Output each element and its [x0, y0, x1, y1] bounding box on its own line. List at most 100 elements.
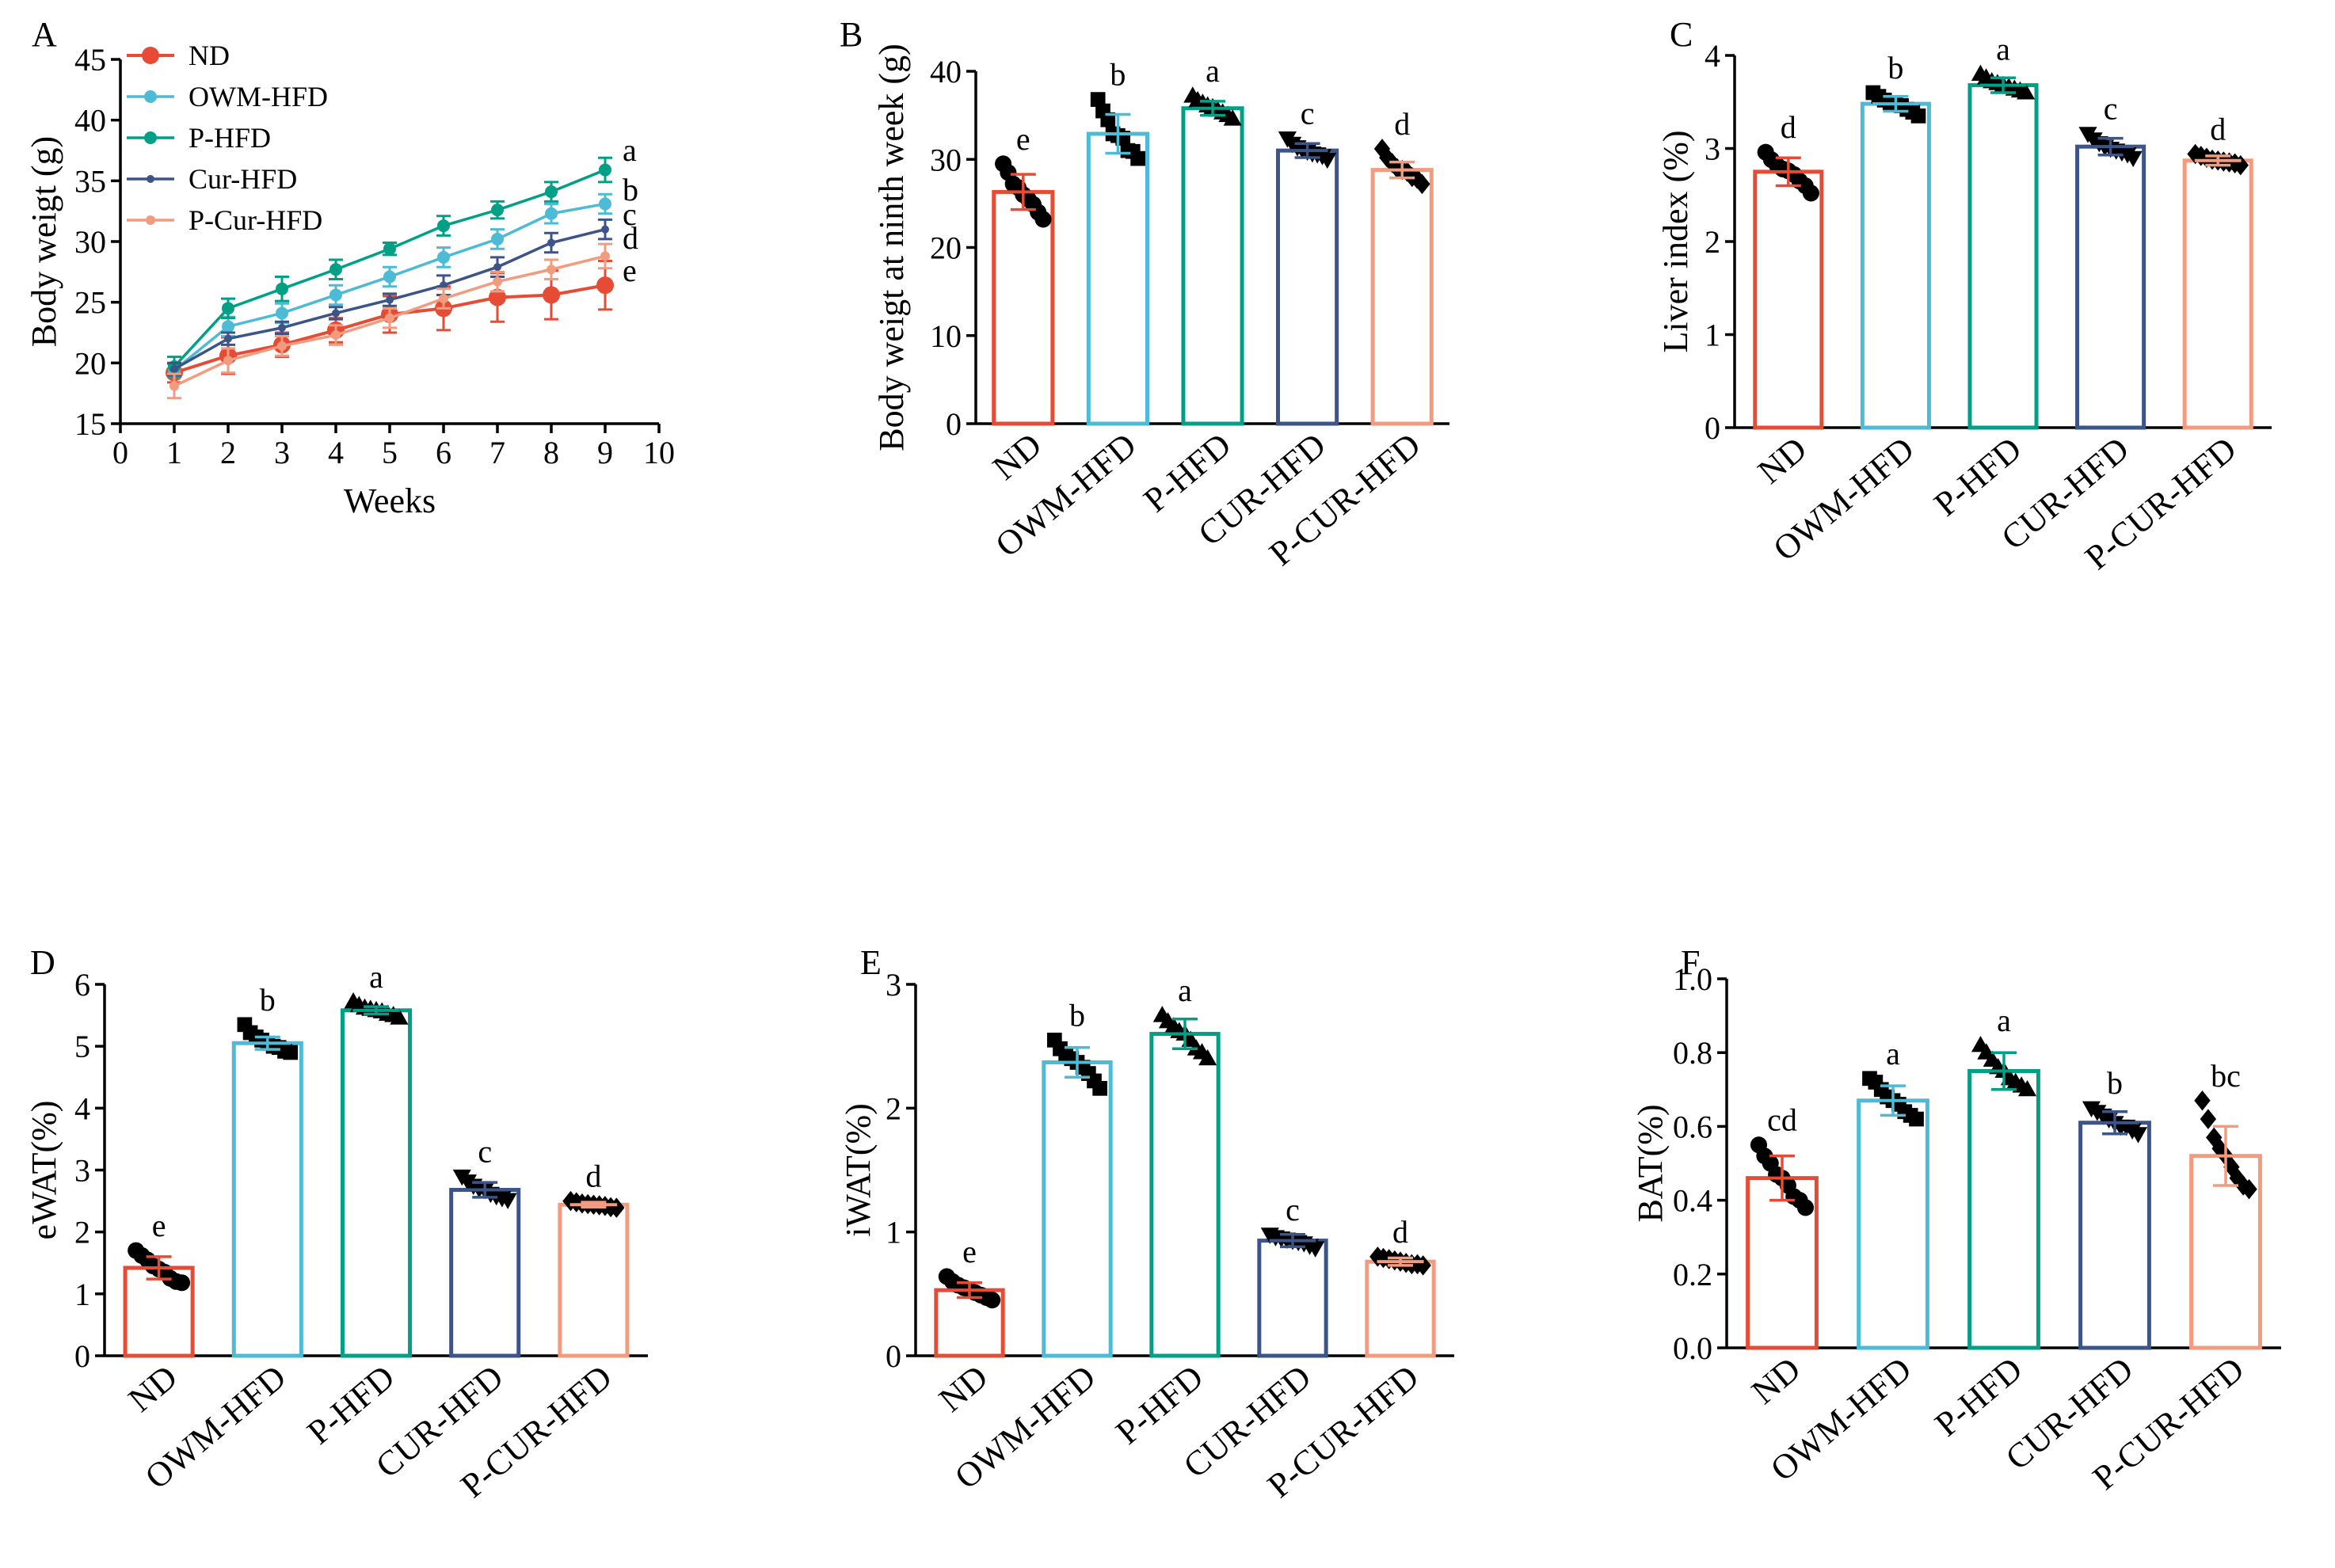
y-tick-label: 0.4 [1673, 1183, 1712, 1219]
y-tick-label: 30 [74, 224, 106, 260]
y-tick-label: 0.8 [1673, 1035, 1712, 1071]
data-point [2128, 1127, 2148, 1144]
data-point [1909, 1111, 1924, 1127]
significance-label: c [478, 1133, 492, 1169]
data-point [491, 232, 504, 245]
y-tick-label: 20 [930, 230, 962, 266]
y-tick-label: 5 [74, 1029, 90, 1064]
data-point [1090, 92, 1106, 107]
data-point [596, 276, 614, 295]
y-axis-title: Liver index (%) [1656, 131, 1695, 353]
significance-label: b [1887, 50, 1903, 86]
data-point [276, 282, 288, 295]
significance-label: b [1110, 57, 1126, 93]
significance-label: e [962, 1234, 977, 1269]
data-point [493, 263, 501, 272]
significance-label: c [2104, 91, 2118, 127]
bar-group-cur-hfd: c [2075, 91, 2146, 430]
x-tick-label: 0 [112, 435, 128, 470]
data-point [331, 330, 341, 341]
data-point [390, 1008, 409, 1025]
bar-group-p-hfd: a [340, 959, 413, 1358]
data-point [489, 288, 506, 306]
series-cur-hfd [167, 218, 612, 377]
bar [1086, 131, 1149, 426]
data-point [1910, 108, 1926, 124]
significance-label: c [1301, 96, 1315, 131]
y-tick-label: 0 [74, 1338, 90, 1374]
data-point [224, 334, 232, 343]
category-label: ND [931, 1357, 995, 1419]
significance-label: b [623, 172, 638, 207]
y-tick-label: 40 [74, 103, 106, 139]
y-tick-label: 2 [1705, 224, 1720, 260]
data-point [1092, 1080, 1108, 1096]
data-point [170, 381, 179, 391]
y-axis-title: BAT(%) [1631, 1104, 1670, 1222]
significance-label: d [623, 220, 638, 256]
y-tick-label: 1.0 [1673, 961, 1712, 997]
significance-label: b [260, 982, 276, 1018]
data-point [1373, 139, 1391, 159]
panel-label-b: B [840, 15, 863, 54]
significance-label: d [1392, 1214, 1408, 1250]
data-point [223, 356, 233, 366]
bar-group-nd: e [123, 1208, 195, 1358]
x-tick-label: 1 [166, 435, 182, 470]
bar-group-owm-hfd: b [231, 982, 303, 1358]
significance-label: e [1016, 121, 1030, 157]
significance-label: b [1069, 997, 1085, 1033]
data-point [1318, 152, 1337, 169]
series-p-cur-hfd [167, 242, 612, 400]
y-tick-label: 1 [1705, 318, 1720, 353]
significance-label: e [623, 253, 637, 288]
data-point [277, 341, 287, 351]
data-point [1100, 112, 1116, 127]
bar-group-p-cur-hfd: d [1370, 106, 1434, 426]
bar [1181, 106, 1244, 426]
data-point [493, 276, 502, 287]
significance-label: d [585, 1159, 601, 1194]
y-axis-title: Body weigt (g) [25, 136, 63, 347]
legend-marker [144, 131, 157, 144]
y-tick-label: 3 [74, 1153, 90, 1189]
data-point [2017, 83, 2036, 100]
category-label: P-HFD [1927, 429, 2029, 523]
x-tick-label: 7 [489, 435, 505, 470]
data-point [440, 281, 448, 290]
y-tick-label: 0 [946, 406, 962, 442]
data-point [547, 238, 555, 247]
significance-label: cd [1767, 1102, 1797, 1138]
y-tick-label: 1 [886, 1215, 901, 1250]
category-label: ND [1744, 1349, 1807, 1411]
bar-group-nd: e [992, 121, 1055, 426]
data-point [1198, 1049, 1217, 1066]
data-point [608, 1197, 625, 1218]
data-point [984, 1292, 1001, 1309]
y-tick-label: 0 [886, 1338, 901, 1374]
y-tick-label: 15 [74, 406, 106, 442]
data-point [547, 265, 556, 275]
data-point [2211, 1138, 2228, 1159]
legend-label: OWM-HFD [189, 81, 328, 112]
bar-group-nd: d [1753, 109, 1824, 430]
data-point [1034, 211, 1052, 228]
panel-b-bar-chart: B 0 10 20 30 40 Body weigt at ninth week (g) e N… [840, 15, 1449, 573]
data-point [222, 302, 234, 315]
x-tick-label: 3 [274, 435, 290, 470]
y-tick-label: 0.6 [1673, 1109, 1712, 1144]
data-point [170, 365, 178, 373]
data-point [1802, 185, 1819, 202]
y-tick-label: 0 [1705, 410, 1720, 446]
legend-marker [144, 90, 157, 103]
significance-label: c [623, 196, 637, 232]
legend-label: P-Cur-HFD [189, 204, 322, 236]
y-axis-title: Body weigt at ninth week (g) [872, 44, 911, 451]
bar-group-cur-hfd: c [1257, 1192, 1328, 1358]
y-tick-label: 2 [886, 1090, 901, 1126]
y-tick-label: 40 [930, 54, 962, 89]
significance-label: d [2210, 112, 2226, 147]
